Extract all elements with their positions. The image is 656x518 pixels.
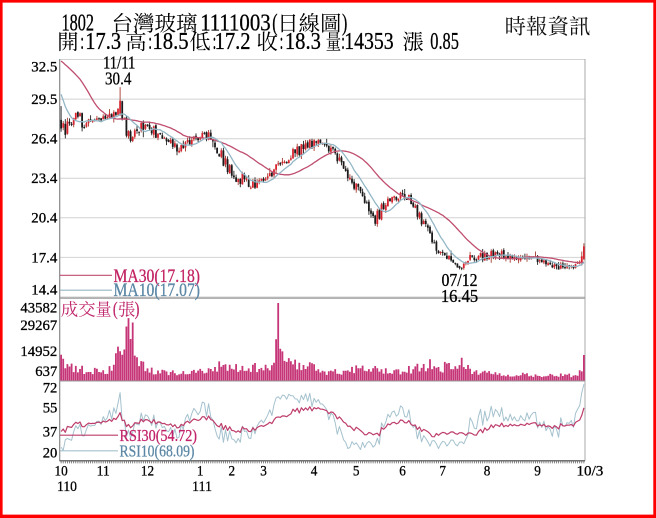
svg-text:17.4: 17.4 (31, 250, 57, 266)
svg-text::: : (80, 29, 84, 55)
svg-text::: : (213, 29, 217, 55)
svg-text:110: 110 (57, 479, 77, 495)
svg-text:26.4: 26.4 (31, 132, 57, 148)
svg-text:6: 6 (399, 464, 406, 480)
svg-text:20.4: 20.4 (31, 211, 57, 227)
svg-text:10/3: 10/3 (577, 464, 604, 480)
svg-text:14.4: 14.4 (31, 282, 57, 298)
svg-text:37: 37 (43, 424, 58, 440)
svg-text:MA10(17.07): MA10(17.07) (114, 281, 201, 301)
svg-text:5: 5 (353, 464, 360, 480)
svg-text:RSI10(68.09): RSI10(68.09) (120, 442, 195, 461)
svg-text:11: 11 (97, 464, 110, 480)
svg-text::: : (280, 29, 284, 55)
svg-text:8: 8 (484, 464, 491, 480)
svg-text:1802: 1802 (62, 10, 95, 36)
svg-text:): ) (342, 10, 347, 36)
svg-text:12: 12 (141, 464, 154, 480)
svg-text:111: 111 (192, 479, 212, 495)
svg-text:32.5: 32.5 (31, 59, 57, 75)
svg-text:18.5: 18.5 (152, 29, 188, 55)
svg-text:43582: 43582 (20, 300, 57, 316)
svg-text:30.4: 30.4 (105, 69, 132, 89)
svg-text:10: 10 (55, 464, 68, 480)
svg-text:(: ( (272, 10, 277, 36)
svg-text:0.85: 0.85 (430, 29, 459, 55)
svg-text:07/12: 07/12 (442, 270, 478, 290)
svg-text:4: 4 (311, 464, 318, 480)
svg-text:18.3: 18.3 (285, 29, 321, 55)
svg-text:7: 7 (439, 464, 446, 480)
svg-text:29267: 29267 (20, 318, 57, 334)
svg-text:17.2: 17.2 (215, 29, 251, 55)
svg-text:MA30(17.18): MA30(17.18) (114, 267, 201, 287)
svg-text:14353: 14353 (344, 29, 394, 55)
svg-text::: : (148, 29, 152, 55)
svg-text:55: 55 (43, 400, 58, 416)
svg-text:1: 1 (197, 464, 204, 480)
svg-text:17.3: 17.3 (85, 29, 121, 55)
svg-text::: : (341, 29, 345, 55)
svg-text:23.4: 23.4 (31, 171, 57, 187)
svg-text:637: 637 (35, 364, 57, 380)
svg-text:RSI30(54.72): RSI30(54.72) (120, 426, 198, 445)
svg-text:11/11: 11/11 (103, 53, 136, 73)
svg-text:1111003: 1111003 (200, 10, 270, 36)
svg-text:2: 2 (229, 464, 236, 480)
svg-text:72: 72 (43, 380, 58, 396)
svg-text:): ) (135, 299, 140, 320)
svg-text:29.5: 29.5 (31, 92, 57, 108)
svg-text:3: 3 (260, 464, 267, 480)
svg-text:20: 20 (43, 446, 58, 462)
svg-text:14952: 14952 (20, 344, 57, 360)
svg-text:16.45: 16.45 (441, 286, 479, 306)
svg-text:9: 9 (534, 464, 541, 480)
svg-text:(: ( (113, 299, 118, 320)
